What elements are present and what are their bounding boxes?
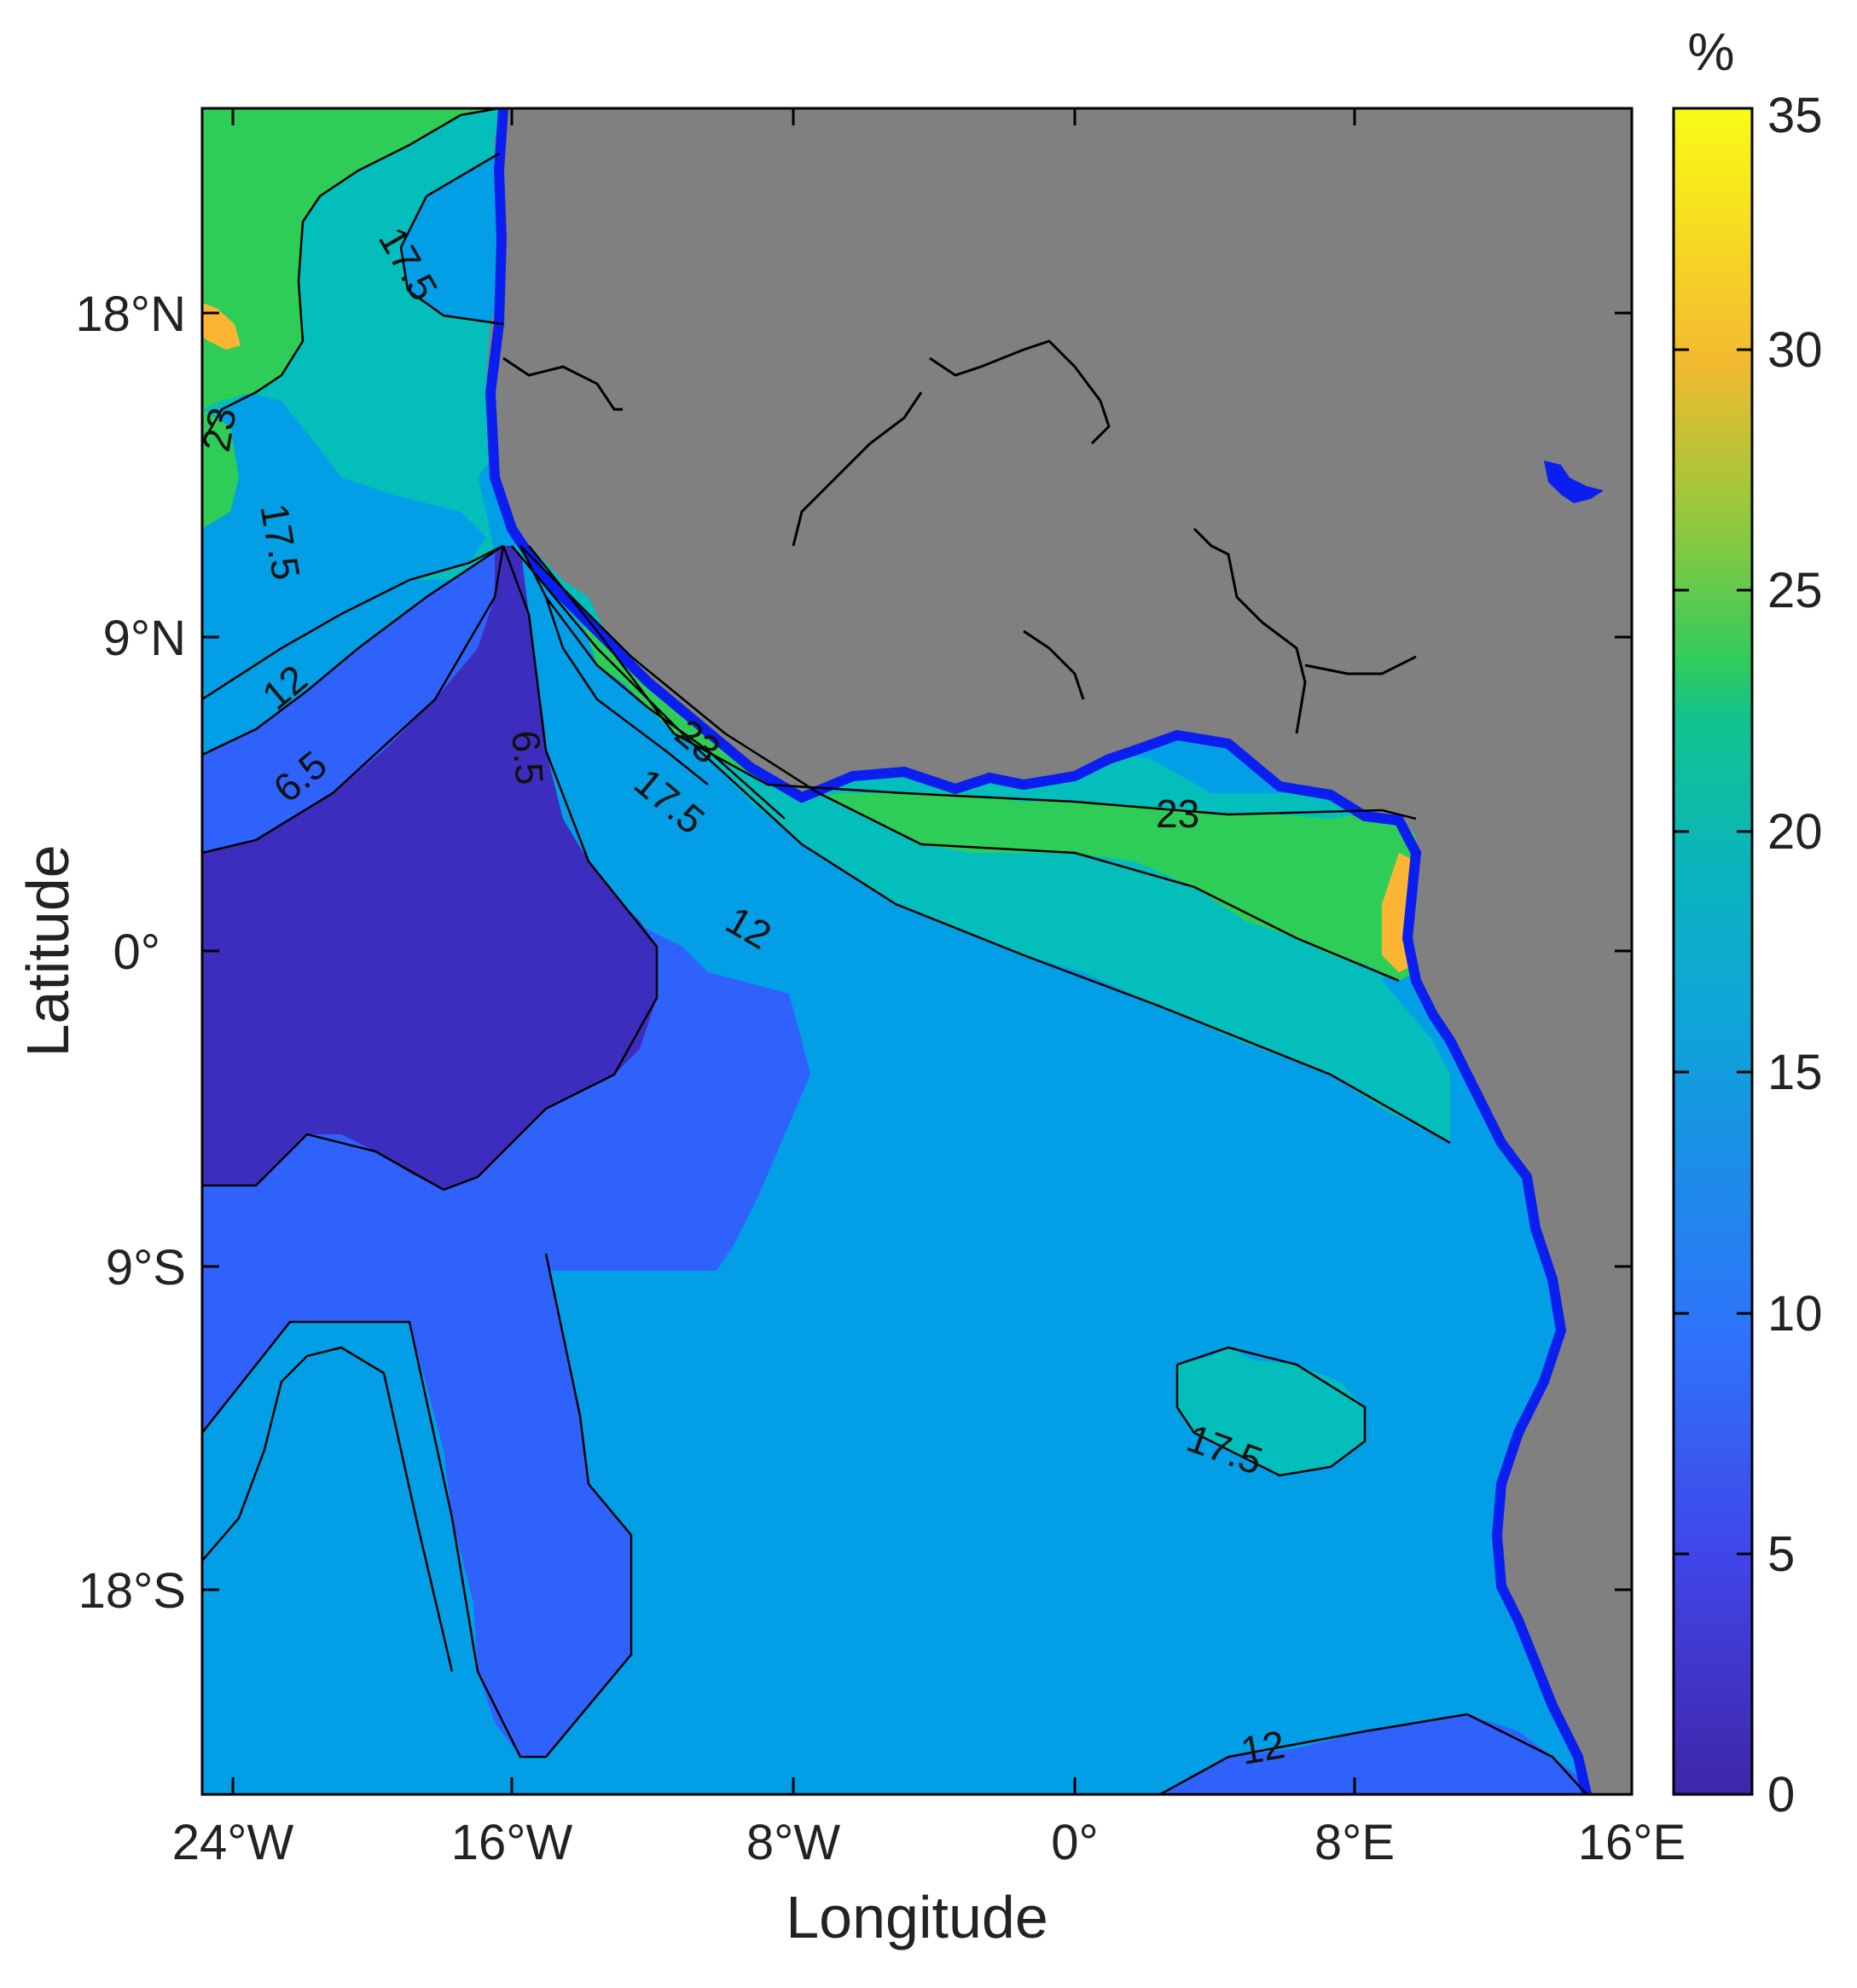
- contour-label: 23: [1156, 791, 1199, 836]
- ocean-region-5-10-south: [1160, 1714, 1587, 1794]
- colorbar-tick-label: 20: [1767, 804, 1823, 860]
- x-tick-label: 16°E: [1578, 1815, 1686, 1870]
- ocean-region-10-15-sw: [202, 1326, 469, 1672]
- ocean-region-gt-25-nw: [202, 303, 241, 350]
- ocean-region-15-20-patch: [1177, 1348, 1365, 1475]
- x-tick-label: 24°W: [172, 1815, 294, 1870]
- contour-lines: [202, 108, 1587, 1794]
- ocean-region-10-15-nw: [202, 392, 486, 699]
- x-tick-label: 16°W: [451, 1815, 573, 1870]
- rivers: [502, 339, 1417, 734]
- colorbar-tick-label: 30: [1767, 322, 1823, 378]
- ocean-region-lt-5: [202, 546, 657, 1190]
- colorbar: 0 5 10 15 20 25 30 35 %: [1672, 23, 1823, 1823]
- colorbar-ticks: [1674, 107, 1752, 1796]
- colorbar-tick-label: 10: [1767, 1286, 1823, 1342]
- y-tick-label: 18°S: [78, 1563, 186, 1619]
- colorbar-tick-label: 25: [1767, 563, 1823, 618]
- lake: [1544, 461, 1604, 503]
- y-tick-label: 9°N: [103, 611, 186, 666]
- tick-marks: [202, 108, 1634, 1794]
- colorbar-tick-label: 15: [1767, 1045, 1823, 1100]
- contour-label: 6.5: [503, 728, 552, 786]
- colorbar-tick-label: 0: [1767, 1767, 1795, 1823]
- colorbar-gradient: [1672, 107, 1754, 1796]
- map-plot-area: [202, 108, 1632, 1794]
- y-tick-label: 18°N: [75, 287, 186, 342]
- colorbar-tick-label: 5: [1767, 1527, 1795, 1582]
- contour-label: 12: [1238, 1722, 1288, 1773]
- x-tick-labels: 24°W 16°W 8°W 0° 8°E 16°E: [172, 1815, 1686, 1870]
- x-tick-label: 8°W: [746, 1815, 840, 1870]
- colorbar-unit: %: [1687, 23, 1734, 82]
- colorbar-tick-label: 35: [1767, 88, 1823, 143]
- ocean-region-20-25-nw-lower: [202, 409, 239, 529]
- ocean-region-20-25-gulf: [580, 614, 1416, 981]
- y-tick-label: 9°S: [106, 1240, 186, 1295]
- y-axis-title: Latitude: [15, 844, 81, 1057]
- y-tick-label: 0°: [113, 924, 160, 980]
- x-tick-label: 8°E: [1314, 1815, 1395, 1870]
- y-tick-labels: 18°N 9°N 0° 9°S 18°S: [75, 287, 186, 1619]
- land-mass: [486, 108, 1632, 1794]
- x-axis-title: Longitude: [786, 1884, 1048, 1950]
- ocean-region-20-25-nw: [202, 108, 499, 409]
- x-tick-label: 0°: [1051, 1815, 1098, 1870]
